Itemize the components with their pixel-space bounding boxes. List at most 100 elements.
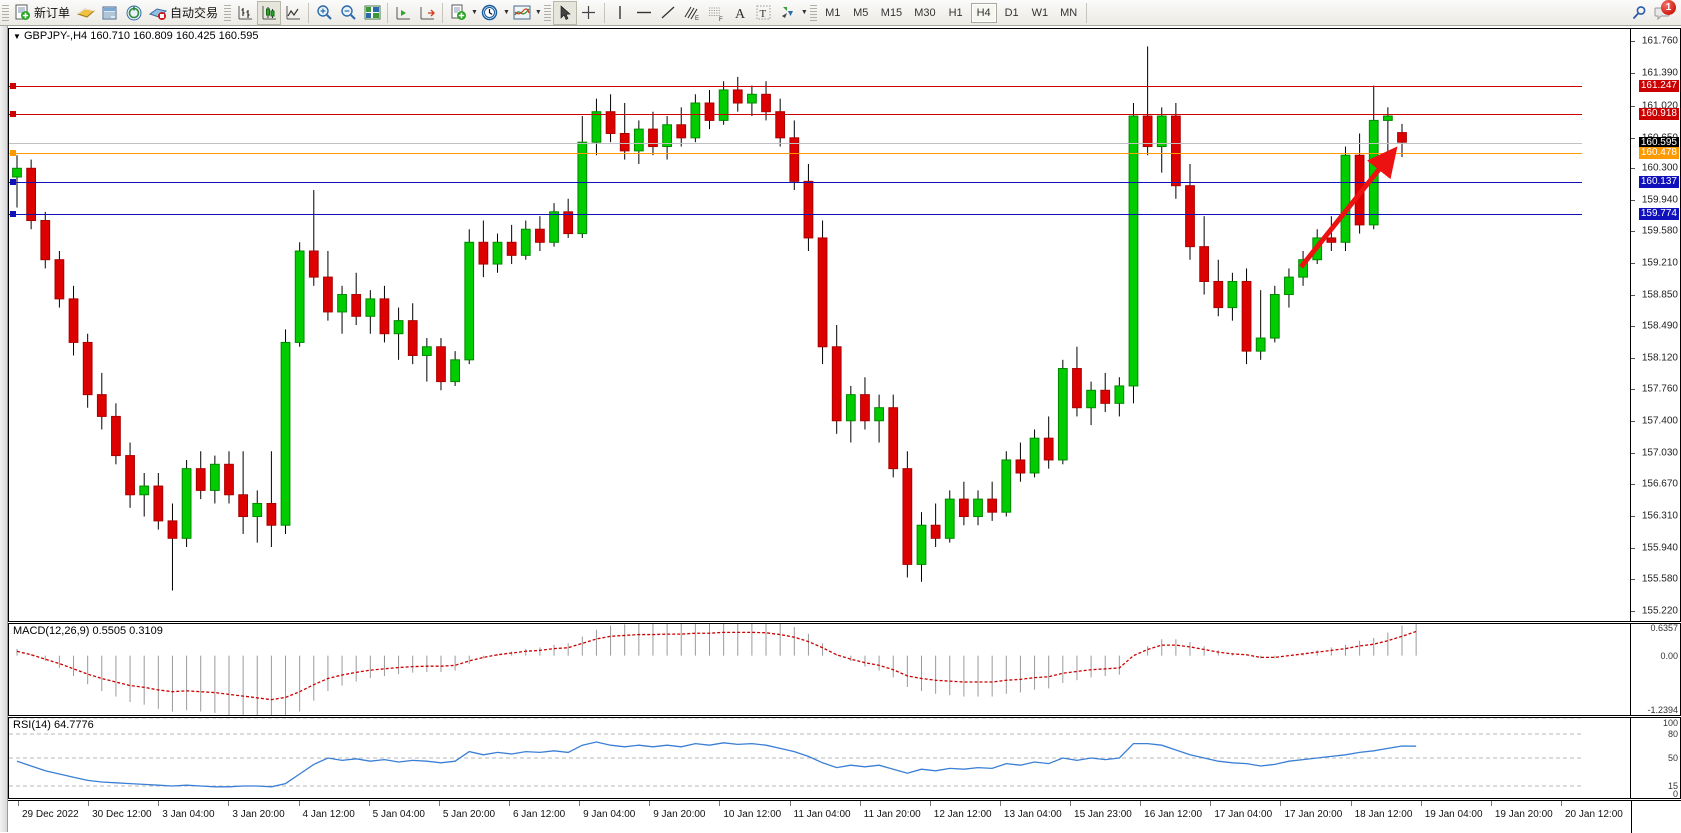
toolbar-grip-4[interactable] [809,2,817,23]
time-tick [649,801,651,806]
timeframe-h4[interactable]: H4 [970,2,997,23]
trendline-icon[interactable] [656,1,680,25]
price-tag-red: 161.247 [1638,79,1679,92]
time-axis-label: 9 Jan 04:00 [583,809,636,820]
timeframe-h1[interactable]: H1 [948,6,963,19]
zoom-out-icon[interactable] [336,1,360,25]
timeframe-w1[interactable]: W1 [1031,6,1049,19]
price-tick [1631,515,1635,517]
level-handle-support-2[interactable] [10,211,16,218]
indicators-dropdown-caret[interactable]: ▼ [534,9,542,16]
time-tick [228,801,230,806]
shapes-dropdown-caret[interactable]: ▼ [800,9,808,16]
level-line-resistance-1[interactable] [9,85,1582,87]
level-line-resistance-2[interactable] [9,114,1582,116]
rsi-scale[interactable]: 100 80 50 15 0 [1630,718,1680,798]
shapes-icon[interactable] [776,1,800,25]
timeframe-m5[interactable]: M5 [853,6,869,19]
notifications-button[interactable]: 1 [1651,0,1676,25]
macd-pane[interactable]: MACD(12,26,9) 0.5505 0.3109 0.6357 0.00 -1… [8,623,1681,716]
svg-text:T: T [760,8,767,20]
price-tick [1631,168,1635,170]
equidistant-channel-icon[interactable]: E [680,1,704,25]
level-handle-resistance-1[interactable] [10,82,16,89]
time-tick [298,801,300,806]
rsi-scale-label: 100 [1662,718,1678,728]
new-order-button[interactable] [11,1,34,25]
vertical-scrollbar[interactable] [0,26,8,832]
price-chart-pane[interactable]: ▼ GBPJPY-,H4 160.710 160.809 160.425 160… [8,28,1681,622]
chart-grid-icon[interactable] [360,1,384,25]
line-chart-icon[interactable] [281,1,305,25]
price-tag-black: 160.595 [1638,136,1679,149]
price-tick [1631,73,1635,75]
search-icon[interactable] [1627,1,1651,25]
text-label-icon[interactable]: T [752,1,776,25]
chevron-down-icon[interactable]: ▼ [13,32,21,41]
timeframe-mn[interactable]: MN [1060,6,1078,19]
navigator-icon[interactable] [122,1,146,25]
price-tick-label: 155.940 [1641,542,1678,554]
time-tick [1490,801,1492,806]
macd-scale[interactable]: 0.6357 0.00 -1.2394 [1630,624,1680,715]
templates-icon[interactable] [446,1,470,25]
price-tick [1631,294,1635,296]
price-scale[interactable]: 161.760161.390161.020160.650160.300159.9… [1630,29,1680,621]
time-axis-label: 6 Jan 12:00 [512,809,566,820]
indicators-icon[interactable] [510,1,534,25]
timeframe-group: M1 M5 M15 M30 H1 H4 D1 W1 MN [819,0,1083,26]
period-icon[interactable] [478,1,502,25]
fibonacci-icon[interactable]: F [704,1,728,25]
rsi-scale-label: 80 [1667,729,1678,739]
templates-dropdown-caret[interactable]: ▼ [471,9,478,16]
bar-chart-icon[interactable] [233,1,257,25]
level-line-support-1[interactable] [9,182,1582,184]
new-order-label[interactable]: 新订单 [34,6,71,20]
candlestick-chart-icon[interactable] [257,0,282,25]
level-handle-bid-price[interactable] [10,149,16,156]
chart-autoscroll-icon[interactable] [415,1,439,25]
level-line-support-2[interactable] [9,214,1582,216]
time-axis-label: 19 Jan 20:00 [1494,809,1553,820]
rsi-pane[interactable]: RSI(14) 64.7776 100 80 50 15 0 [8,717,1681,799]
autotrade-icon[interactable] [146,1,170,25]
price-tick-label: 159.940 [1641,194,1678,206]
autotrade-label[interactable]: 自动交易 [170,6,219,20]
price-tick-label: 156.670 [1641,478,1678,490]
timeframe-m30[interactable]: M30 [914,6,936,19]
time-axis-label: 5 Jan 20:00 [442,809,496,820]
horizontal-line-icon[interactable] [632,1,656,25]
price-tag-blue: 159.774 [1638,208,1679,221]
price-tick-label: 161.760 [1641,35,1678,47]
macd-scale-label: 0.00 [1660,650,1678,661]
level-handle-support-1[interactable] [10,179,16,186]
time-tick [859,801,861,806]
expert-advisors-icon[interactable] [74,1,98,25]
crosshair-icon[interactable] [577,1,601,25]
time-axis-label: 17 Jan 04:00 [1214,809,1273,820]
period-dropdown-caret[interactable]: ▼ [502,9,510,16]
level-handle-resistance-2[interactable] [10,111,16,118]
text-icon[interactable]: A [728,1,752,25]
timeframe-m15[interactable]: M15 [880,6,903,19]
cursor-icon[interactable] [552,0,577,25]
time-axis-label: 19 Jan 04:00 [1424,809,1483,820]
zoom-in-icon[interactable] [312,1,336,25]
time-axis[interactable]: 29 Dec 2022 30 Dec 12:00 3 Jan 04:00 3 Jan … [8,800,1681,833]
level-line-bid-price[interactable] [9,152,1582,154]
chart-shift-icon[interactable] [391,1,415,25]
chart-title: ▼ GBPJPY-,H4 160.710 160.809 160.425 160… [13,30,258,42]
timeframe-m1[interactable]: M1 [825,6,841,19]
time-tick [368,801,370,806]
timeframe-d1[interactable]: D1 [1004,6,1019,19]
toolbar-grip-3[interactable] [543,2,551,23]
price-tick [1631,325,1635,327]
data-window-icon[interactable] [98,1,122,25]
price-tick [1631,547,1635,549]
toolbar-grip-2[interactable] [224,2,232,23]
price-tick [1631,199,1635,201]
toolbar-right-group: 1 [1627,0,1681,25]
vertical-line-icon[interactable] [608,1,632,25]
level-line-last-price[interactable] [9,142,1582,144]
toolbar-grip[interactable] [2,2,9,23]
